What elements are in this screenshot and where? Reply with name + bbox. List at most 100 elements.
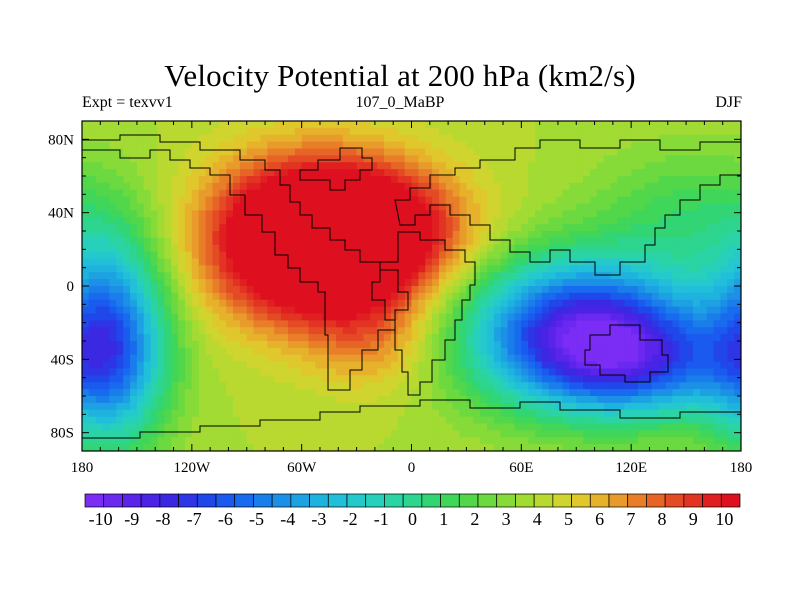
field-cell xyxy=(342,237,351,246)
field-cell xyxy=(281,141,289,150)
field-cell xyxy=(562,334,570,342)
field-cell xyxy=(130,217,138,225)
field-cell xyxy=(308,341,316,349)
field-cell xyxy=(322,306,330,315)
field-cell xyxy=(95,162,104,170)
field-cell xyxy=(706,127,715,136)
field-cell xyxy=(548,176,557,184)
field-cell xyxy=(411,162,419,170)
field-cell xyxy=(576,231,584,239)
field-cell xyxy=(370,231,378,239)
field-cell xyxy=(638,389,646,397)
field-cell xyxy=(301,121,310,129)
field-cell xyxy=(287,134,296,143)
field-cell xyxy=(548,299,557,308)
field-cell xyxy=(390,231,399,239)
field-cell xyxy=(287,292,296,301)
field-cell xyxy=(171,382,179,390)
field-cell xyxy=(555,189,564,198)
field-cell xyxy=(665,382,673,390)
field-cell xyxy=(136,334,145,342)
field-cell xyxy=(116,320,124,328)
field-cell xyxy=(253,148,262,156)
field-cell xyxy=(384,155,392,163)
field-cell xyxy=(246,279,255,287)
field-cell xyxy=(116,368,124,376)
field-cell xyxy=(699,162,708,170)
field-cell xyxy=(596,375,605,383)
field-cell xyxy=(171,148,179,156)
field-cell xyxy=(624,286,632,294)
field-cell xyxy=(274,196,282,205)
field-cell xyxy=(699,354,708,363)
field-cell xyxy=(130,258,138,266)
field-cell xyxy=(720,169,728,177)
field-cell xyxy=(535,409,543,418)
field-cell xyxy=(679,224,687,232)
field-cell xyxy=(610,265,619,273)
field-cell xyxy=(260,265,268,273)
field-cell xyxy=(384,327,392,335)
field-cell xyxy=(322,272,330,280)
colorbar-swatch xyxy=(103,493,123,508)
field-cell xyxy=(205,299,214,308)
field-cell xyxy=(226,265,234,273)
field-cell xyxy=(445,155,454,163)
field-cell xyxy=(384,409,392,418)
field-cell xyxy=(658,444,667,451)
field-cell xyxy=(191,402,200,411)
field-cell xyxy=(459,354,468,363)
field-cell xyxy=(356,127,365,136)
field-cell xyxy=(432,210,440,218)
field-cell xyxy=(363,210,371,218)
field-cell xyxy=(164,354,172,363)
field-cell xyxy=(226,402,234,411)
field-cell xyxy=(411,292,419,301)
field-cell xyxy=(692,327,701,335)
field-cell xyxy=(363,244,371,253)
field-cell xyxy=(301,265,310,273)
field-cell xyxy=(589,368,598,376)
field-cell xyxy=(294,423,303,431)
field-cell xyxy=(432,327,440,335)
field-cell xyxy=(287,189,296,198)
field-cell xyxy=(425,148,433,156)
field-cell xyxy=(631,389,639,397)
field-cell xyxy=(665,306,673,315)
field-cell xyxy=(260,306,268,315)
field-cell xyxy=(212,224,220,232)
field-cell xyxy=(720,272,728,280)
field-cell xyxy=(184,402,193,411)
field-cell xyxy=(226,148,234,156)
field-cell xyxy=(219,402,227,411)
field-cell xyxy=(281,196,289,205)
field-cell xyxy=(281,423,289,431)
field-cell xyxy=(239,396,248,404)
field-cell xyxy=(507,299,516,308)
field-cell xyxy=(88,409,97,418)
field-cell xyxy=(178,237,186,246)
field-cell xyxy=(363,313,371,321)
field-cell xyxy=(301,368,310,376)
field-cell xyxy=(274,121,282,129)
field-cell xyxy=(699,347,708,356)
field-cell xyxy=(500,231,509,239)
field-cell xyxy=(658,382,667,390)
field-cell xyxy=(720,423,728,431)
field-cell xyxy=(665,141,673,150)
field-cell xyxy=(617,231,625,239)
field-cell xyxy=(102,237,111,246)
field-cell xyxy=(487,334,495,342)
field-cell xyxy=(329,382,337,390)
field-cell xyxy=(699,127,708,136)
field-cell xyxy=(294,182,303,191)
field-cell xyxy=(603,176,612,184)
field-cell xyxy=(315,244,323,253)
field-cell xyxy=(651,272,660,280)
field-cell xyxy=(356,444,365,451)
field-cell xyxy=(377,217,385,225)
field-cell xyxy=(644,148,653,156)
field-cell xyxy=(727,155,735,163)
field-cell xyxy=(164,437,172,445)
field-cell xyxy=(315,231,323,239)
